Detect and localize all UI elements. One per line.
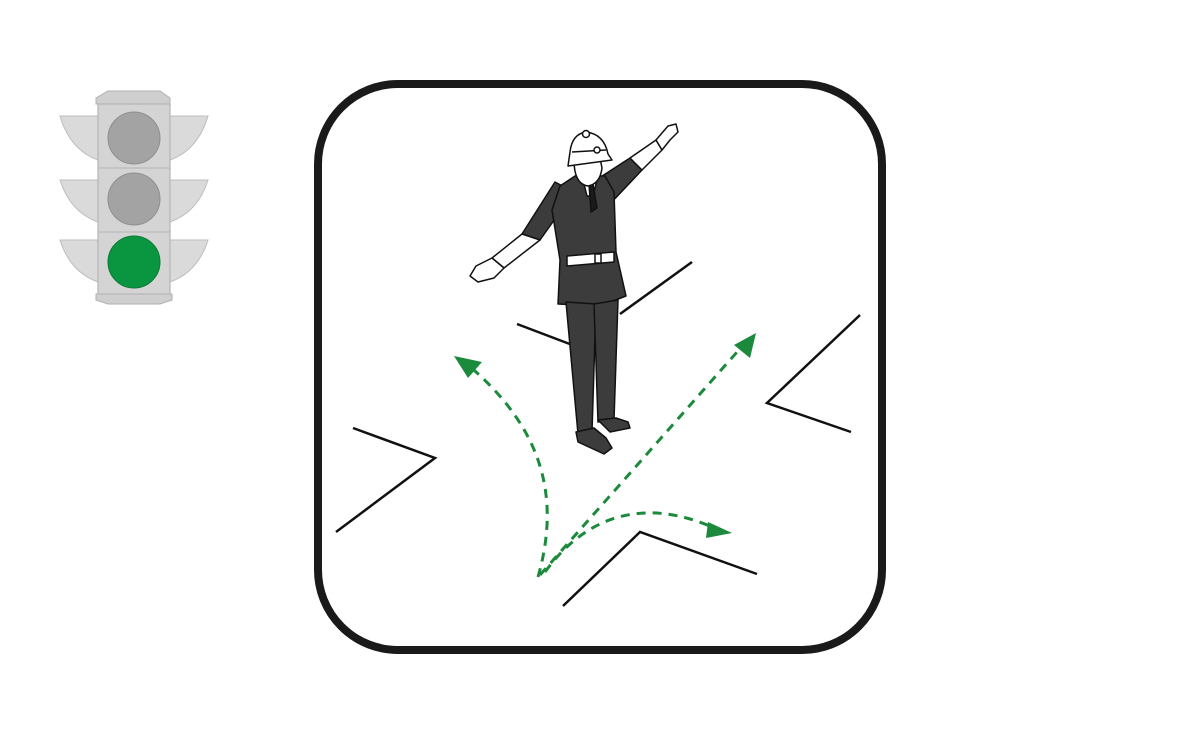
arrowheads: [454, 333, 756, 538]
arrow-right: [543, 511, 713, 573]
road-lines: [335, 260, 861, 607]
arrow-straight-head: [734, 333, 756, 358]
red-lamp: [107, 111, 161, 165]
arrow-left-head: [454, 356, 482, 378]
arrow-straight: [538, 342, 747, 576]
arrow-left: [467, 363, 549, 578]
traffic-light-icon: [59, 90, 209, 305]
green-lamp: [107, 235, 161, 289]
amber-lamp: [107, 172, 161, 226]
police-officer-figure: [469, 123, 679, 455]
direction-arrows: [467, 342, 747, 578]
arrow-right-head: [706, 522, 732, 538]
